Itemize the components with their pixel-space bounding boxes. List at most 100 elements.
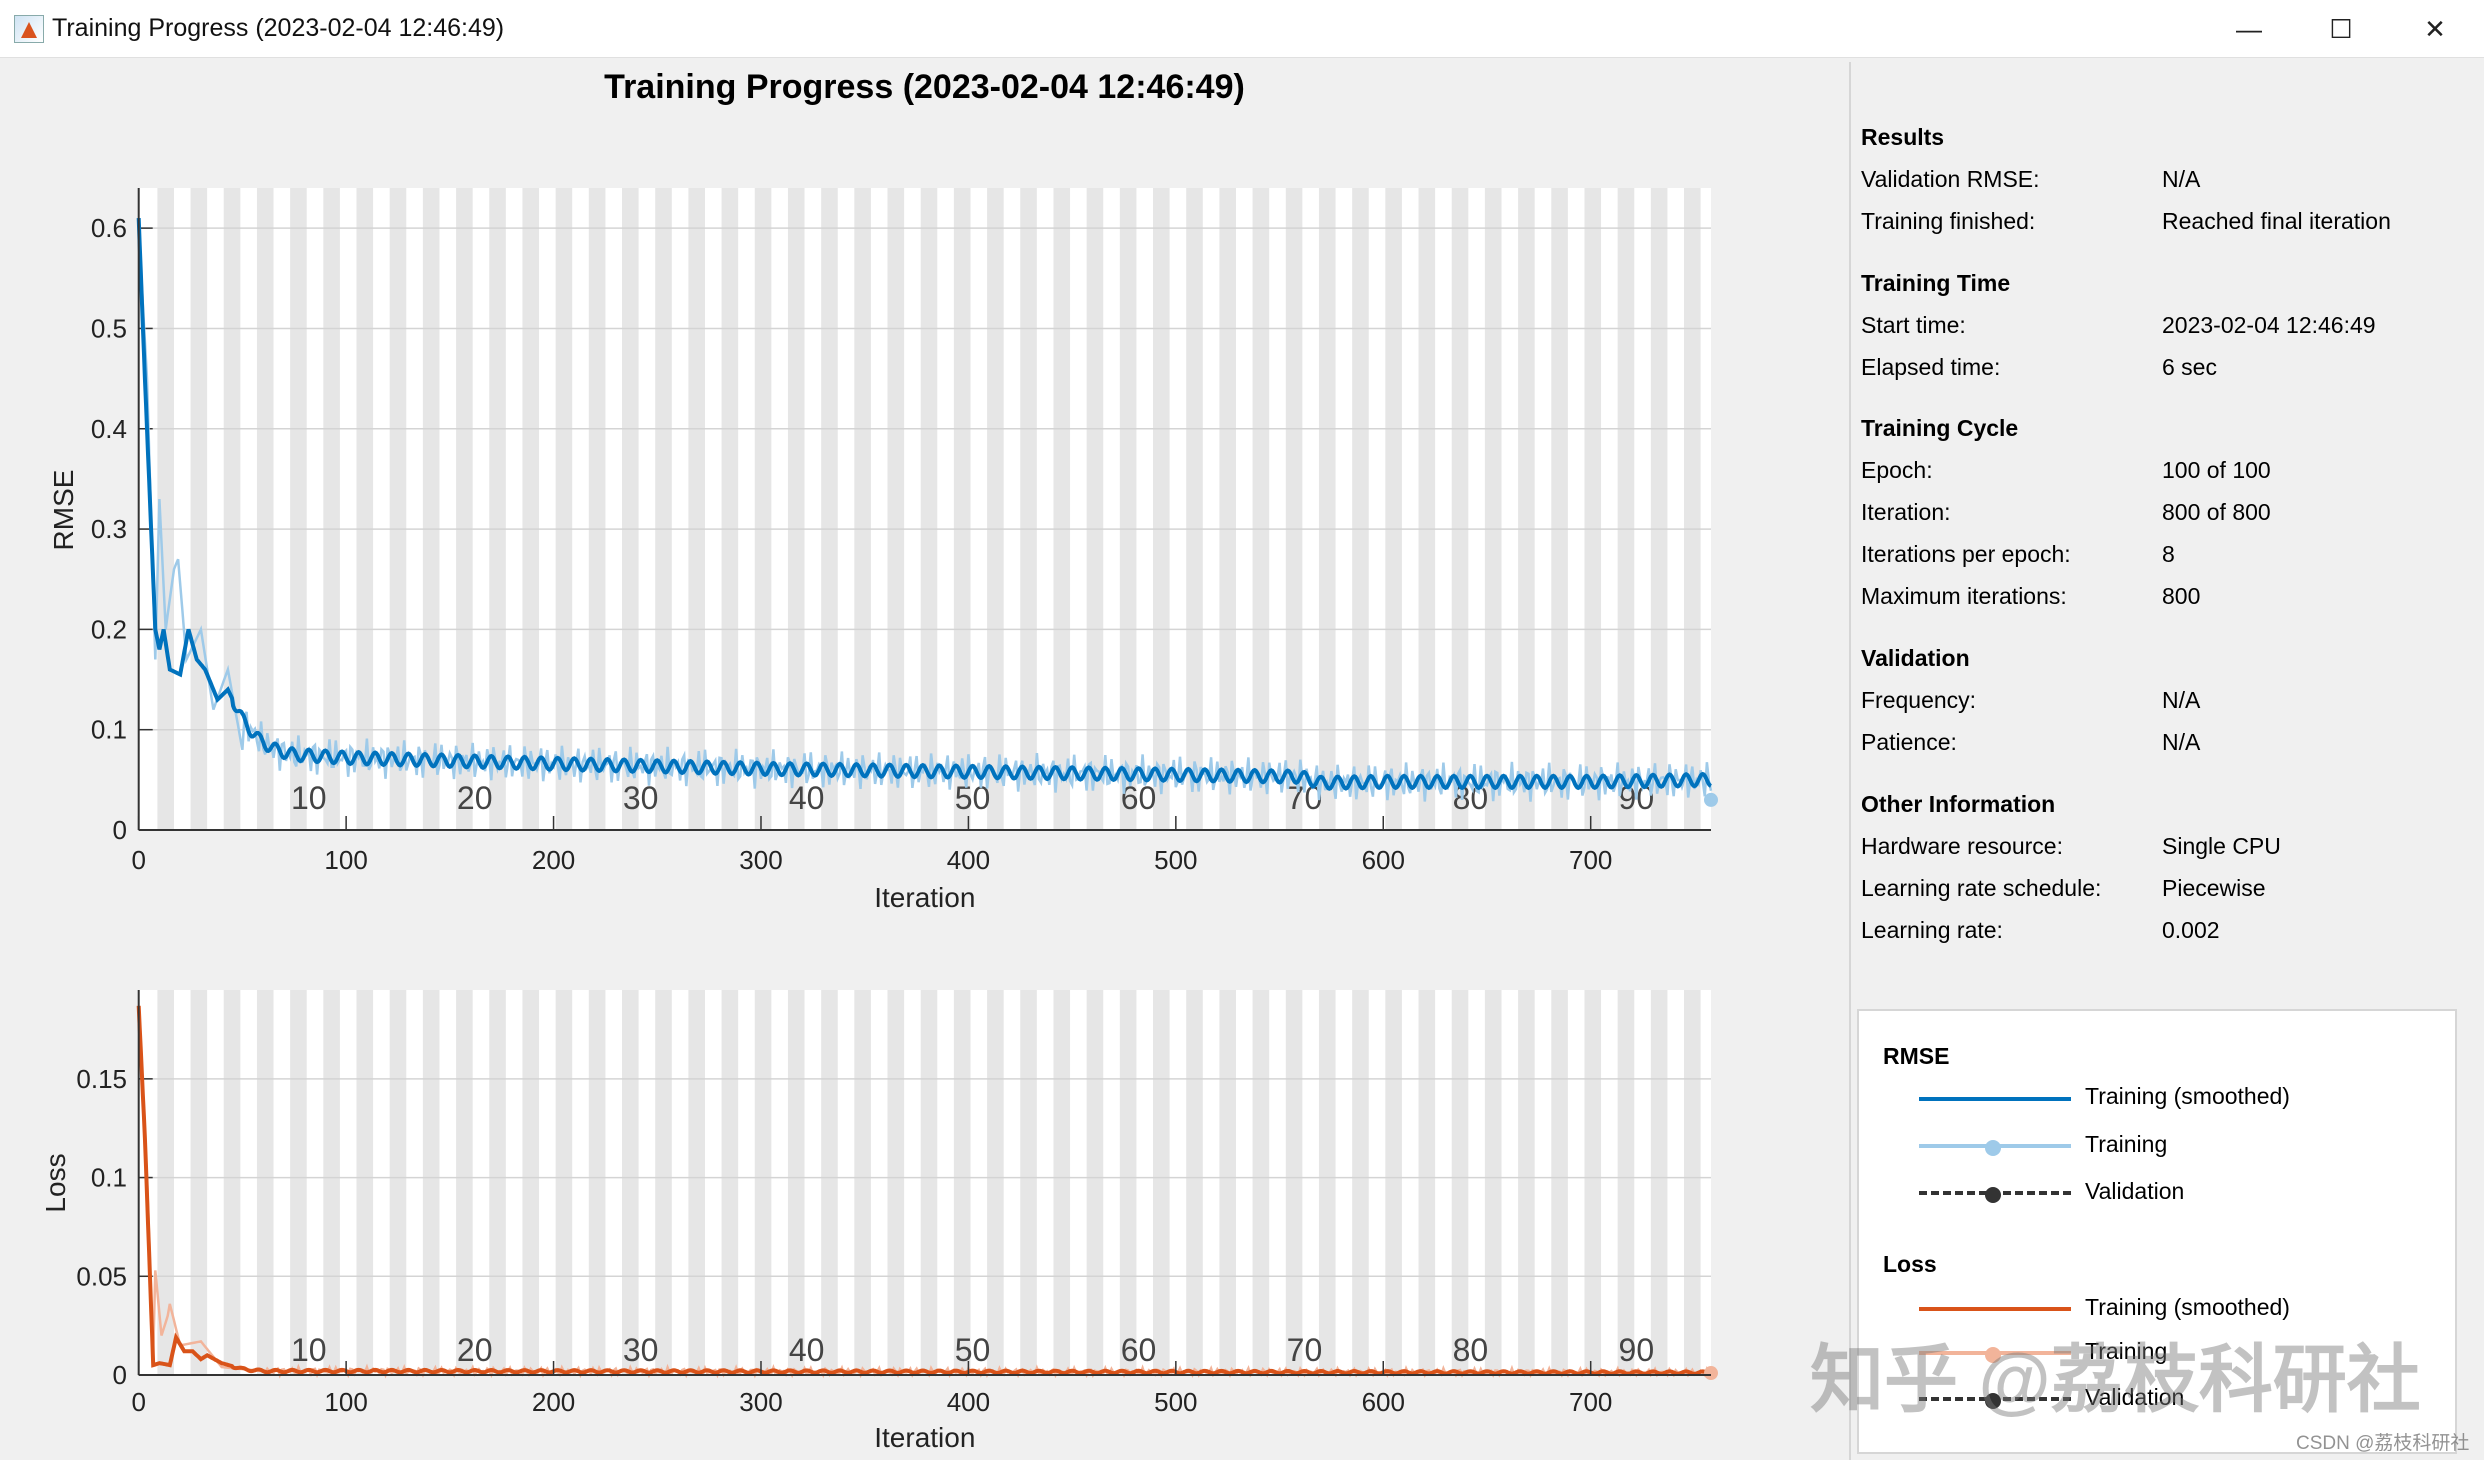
maximize-button[interactable]: ☐	[2329, 13, 2353, 44]
epoch-band	[588, 990, 606, 1375]
info-value: 0.002	[2162, 917, 2220, 943]
epoch-band	[1385, 990, 1402, 1375]
epoch-band	[1285, 188, 1303, 830]
info-label: Training finished:	[1861, 208, 2036, 234]
minimize-button[interactable]: —	[2236, 13, 2262, 44]
epoch-label: 10	[291, 1332, 327, 1368]
x-tick-label: 700	[1569, 845, 1612, 875]
epoch-band	[522, 990, 540, 1375]
epoch-band	[920, 188, 938, 830]
x-tick-label: 400	[947, 1387, 990, 1417]
epoch-band	[1418, 188, 1436, 830]
epoch-label: 40	[789, 1332, 825, 1368]
y-tick-label: 0.1	[91, 715, 127, 745]
epoch-band	[489, 188, 506, 830]
epoch-band	[953, 188, 971, 830]
epoch-band	[1153, 990, 1170, 1375]
epoch-band	[1518, 990, 1535, 1375]
info-value: 2023-02-04 12:46:49	[2162, 312, 2376, 338]
epoch-band	[1617, 990, 1635, 1375]
epoch-band	[389, 188, 407, 830]
info-value: N/A	[2162, 729, 2201, 755]
legend-loss-training-label: Training	[2085, 1338, 2168, 1364]
close-button[interactable]: ✕	[2424, 13, 2446, 44]
epoch-band	[256, 188, 274, 830]
info-label: Patience:	[1861, 729, 1957, 755]
info-value: Piecewise	[2162, 875, 2266, 901]
epoch-band	[256, 990, 274, 1375]
epoch-band	[1252, 188, 1270, 830]
y-tick-label: 0.5	[91, 313, 127, 343]
epoch-band	[555, 990, 573, 1375]
y-axis-label: RMSE	[48, 470, 79, 551]
epoch-band	[920, 990, 938, 1375]
epoch-band	[1020, 990, 1037, 1375]
epoch-band	[1318, 188, 1336, 830]
epoch-band	[1484, 990, 1502, 1375]
epoch-label: 20	[457, 780, 493, 816]
epoch-band	[1119, 990, 1137, 1375]
y-tick-label: 0	[113, 815, 127, 845]
epoch-band	[290, 990, 307, 1375]
y-axis-label: Loss	[40, 1153, 71, 1212]
info-label: Frequency:	[1861, 687, 1977, 713]
y-tick-label: 0.2	[91, 614, 127, 644]
epoch-band	[987, 990, 1004, 1375]
epoch-label: 40	[789, 780, 825, 816]
info-value: Single CPU	[2162, 833, 2281, 859]
epoch-band	[1119, 188, 1137, 830]
epoch-band	[190, 990, 208, 1375]
epoch-band	[1451, 188, 1469, 830]
x-tick-label: 200	[532, 1387, 575, 1417]
epoch-band	[622, 990, 639, 1375]
y-tick-label: 0.05	[76, 1261, 127, 1291]
epoch-band	[987, 188, 1004, 830]
loss-smoothed-line	[136, 1005, 1712, 1376]
epoch-band	[1584, 990, 1602, 1375]
y-tick-label: 0	[113, 1360, 127, 1390]
epoch-band	[1518, 188, 1535, 830]
legend-loss-smoothed-line	[1919, 1307, 2071, 1311]
legend-rmse-validation-line	[1919, 1187, 2071, 1203]
y-tick-label: 0.6	[91, 213, 127, 243]
legend-box: RMSE Training (smoothed) Training Valida…	[1857, 1009, 2457, 1454]
marker-icon	[1985, 1140, 2001, 1156]
epoch-band	[1053, 990, 1071, 1375]
legend-rmse-smoothed-label: Training (smoothed)	[2085, 1083, 2290, 1109]
epoch-band	[223, 990, 241, 1375]
x-tick-label: 0	[131, 1387, 145, 1417]
marker-icon	[1985, 1393, 2001, 1409]
training-plots: 0 0.1 0.2 0.3 0.4 0.5 0.6 10 20 30 40 50 60 70 80 90 0 10…	[40, 188, 1718, 1453]
epoch-band	[456, 990, 473, 1375]
y-tick-label: 0.3	[91, 514, 127, 544]
x-tick-label: 600	[1362, 1387, 1405, 1417]
epoch-band	[721, 990, 739, 1375]
x-tick-label: 300	[739, 845, 782, 875]
legend-rmse-training-label: Training	[2085, 1131, 2168, 1157]
section-validation-heading: Validation	[1861, 645, 1970, 671]
x-axis-label: Iteration	[874, 1422, 975, 1453]
info-value: 6 sec	[2162, 354, 2217, 380]
epoch-band	[953, 990, 971, 1375]
info-label: Hardware resource:	[1861, 833, 2063, 859]
y-tick-label: 0.15	[76, 1064, 127, 1094]
epoch-band	[821, 188, 838, 830]
info-value: 800 of 800	[2162, 499, 2271, 525]
epoch-label: 50	[955, 1332, 991, 1368]
info-label: Validation RMSE:	[1861, 166, 2040, 192]
info-label: Learning rate schedule:	[1861, 875, 2102, 901]
epoch-band	[1153, 188, 1170, 830]
epoch-band	[721, 188, 739, 830]
info-label: Start time:	[1861, 312, 1966, 338]
window-titlebar: Training Progress (2023-02-04 12:46:49) …	[0, 0, 2484, 58]
info-value: 100 of 100	[2162, 457, 2271, 483]
epoch-band	[389, 990, 407, 1375]
legend-loss-validation-label: Validation	[2085, 1384, 2185, 1410]
epoch-band	[688, 188, 705, 830]
epoch-band	[489, 990, 506, 1375]
x-tick-label: 700	[1569, 1387, 1612, 1417]
info-label: Maximum iterations:	[1861, 583, 2067, 609]
epoch-band	[323, 188, 340, 830]
info-value: 8	[2162, 541, 2175, 567]
y-tick-label: 0.4	[91, 414, 127, 444]
